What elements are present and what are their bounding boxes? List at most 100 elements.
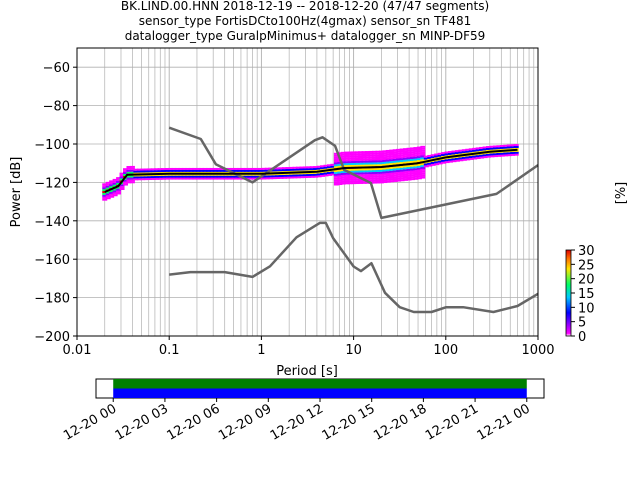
ppsd-cell <box>292 166 298 169</box>
ppsd-cell <box>437 154 443 157</box>
ppsd-cell <box>430 163 436 166</box>
ppsd-cell <box>105 183 111 186</box>
ppsd-cell <box>116 190 122 193</box>
ppsd-cell <box>116 182 122 185</box>
ppsd-cell <box>368 177 374 180</box>
ppsd-cell <box>420 163 426 166</box>
ppsd-cell <box>413 168 419 171</box>
ppsd-cell <box>185 175 191 178</box>
ppsd-cell <box>199 169 205 172</box>
ppsd-cell <box>164 169 170 172</box>
ppsd-cell <box>468 155 474 158</box>
ppsd-cell <box>119 186 125 189</box>
ppsd-cell <box>129 175 135 178</box>
ppsd-cell <box>126 165 132 168</box>
ppsd-cell <box>392 151 398 154</box>
ppsd-cell <box>503 144 509 147</box>
ppsd-cell <box>275 169 281 172</box>
ppsd-cell <box>233 177 239 180</box>
ppsd-cell <box>416 152 422 155</box>
ppsd-cell <box>371 160 377 163</box>
ppsd-cell <box>430 156 436 159</box>
ppsd-cell <box>247 175 253 178</box>
ppsd-series <box>104 126 539 314</box>
x-tick-label: 10 <box>345 343 362 358</box>
ppsd-cell <box>268 177 274 180</box>
ppsd-cell <box>479 148 485 151</box>
ppsd-cell <box>212 167 218 170</box>
ppsd-cell <box>458 149 464 152</box>
ppsd-cell <box>371 156 377 159</box>
ppsd-cell <box>112 184 118 187</box>
ppsd-cell <box>409 172 415 175</box>
ppsd-cell <box>399 179 405 182</box>
ppsd-cell <box>396 171 402 174</box>
ppsd-cell <box>409 164 415 167</box>
ppsd-cell <box>375 175 381 178</box>
ppsd-cell <box>351 155 357 158</box>
ppsd-cell <box>185 177 191 180</box>
ppsd-cell <box>212 171 218 174</box>
ppsd-cell <box>351 157 357 160</box>
ppsd-cell <box>278 169 284 172</box>
ppsd-cell <box>361 162 367 165</box>
ppsd-cell <box>351 182 357 185</box>
ppsd-cell <box>102 185 108 188</box>
ppsd-cell <box>430 161 436 164</box>
ppsd-cell <box>344 176 350 179</box>
ppsd-cell <box>496 147 502 150</box>
ppsd-cell <box>247 167 253 170</box>
ppsd-cell <box>344 153 350 156</box>
ppsd-cell <box>416 173 422 176</box>
ppsd-cell <box>434 161 440 164</box>
ppsd-cell <box>396 158 402 161</box>
ppsd-cell <box>337 169 343 172</box>
colorbar-tick-label: 5 <box>578 316 586 331</box>
ppsd-cell <box>167 175 173 178</box>
ppsd-cell <box>437 162 443 165</box>
ppsd-cell <box>513 144 519 147</box>
ppsd-cell <box>382 163 388 166</box>
ppsd-cell <box>192 177 198 180</box>
ppsd-cell <box>468 148 474 151</box>
colorbar-gradient <box>565 249 572 337</box>
ppsd-cell <box>299 176 305 179</box>
ppsd-cell <box>257 171 263 174</box>
ppsd-cell <box>136 168 142 171</box>
ppsd-cell <box>448 158 454 161</box>
ppsd-cell <box>129 169 135 172</box>
ppsd-cell <box>295 174 301 177</box>
ppsd-cell <box>157 175 163 178</box>
ppsd-cell <box>244 175 250 178</box>
ppsd-cell <box>382 181 388 184</box>
ppsd-cell <box>361 174 367 177</box>
ppsd-cell <box>143 168 149 171</box>
ppsd-cell <box>472 149 478 152</box>
ppsd-cell <box>496 145 502 148</box>
ppsd-cell <box>403 171 409 174</box>
ppsd-cell <box>219 167 225 170</box>
ppsd-cell <box>254 175 260 178</box>
ppsd-cell <box>458 157 464 160</box>
ppsd-cell <box>368 173 374 176</box>
ppsd-cell <box>223 177 229 180</box>
ppsd-cell <box>354 162 360 165</box>
ppsd-cell <box>434 163 440 166</box>
ppsd-cell <box>195 175 201 178</box>
ppsd-cell <box>122 183 128 186</box>
ppsd-cell <box>340 180 346 183</box>
ppsd-cell <box>492 155 498 158</box>
ppsd-cell <box>129 177 135 180</box>
ppsd-cell <box>316 175 322 178</box>
ppsd-cell <box>479 154 485 157</box>
ppsd-cell <box>510 144 516 147</box>
ppsd-cell <box>250 169 256 172</box>
ppsd-cell <box>195 169 201 172</box>
ppsd-cell <box>416 156 422 159</box>
ppsd-cell <box>420 153 426 156</box>
ppsd-cell <box>365 160 371 163</box>
ppsd-cell <box>171 169 177 172</box>
ppsd-cell <box>409 151 415 154</box>
ppsd-cell <box>102 191 108 193</box>
ppsd-cell <box>413 170 419 173</box>
